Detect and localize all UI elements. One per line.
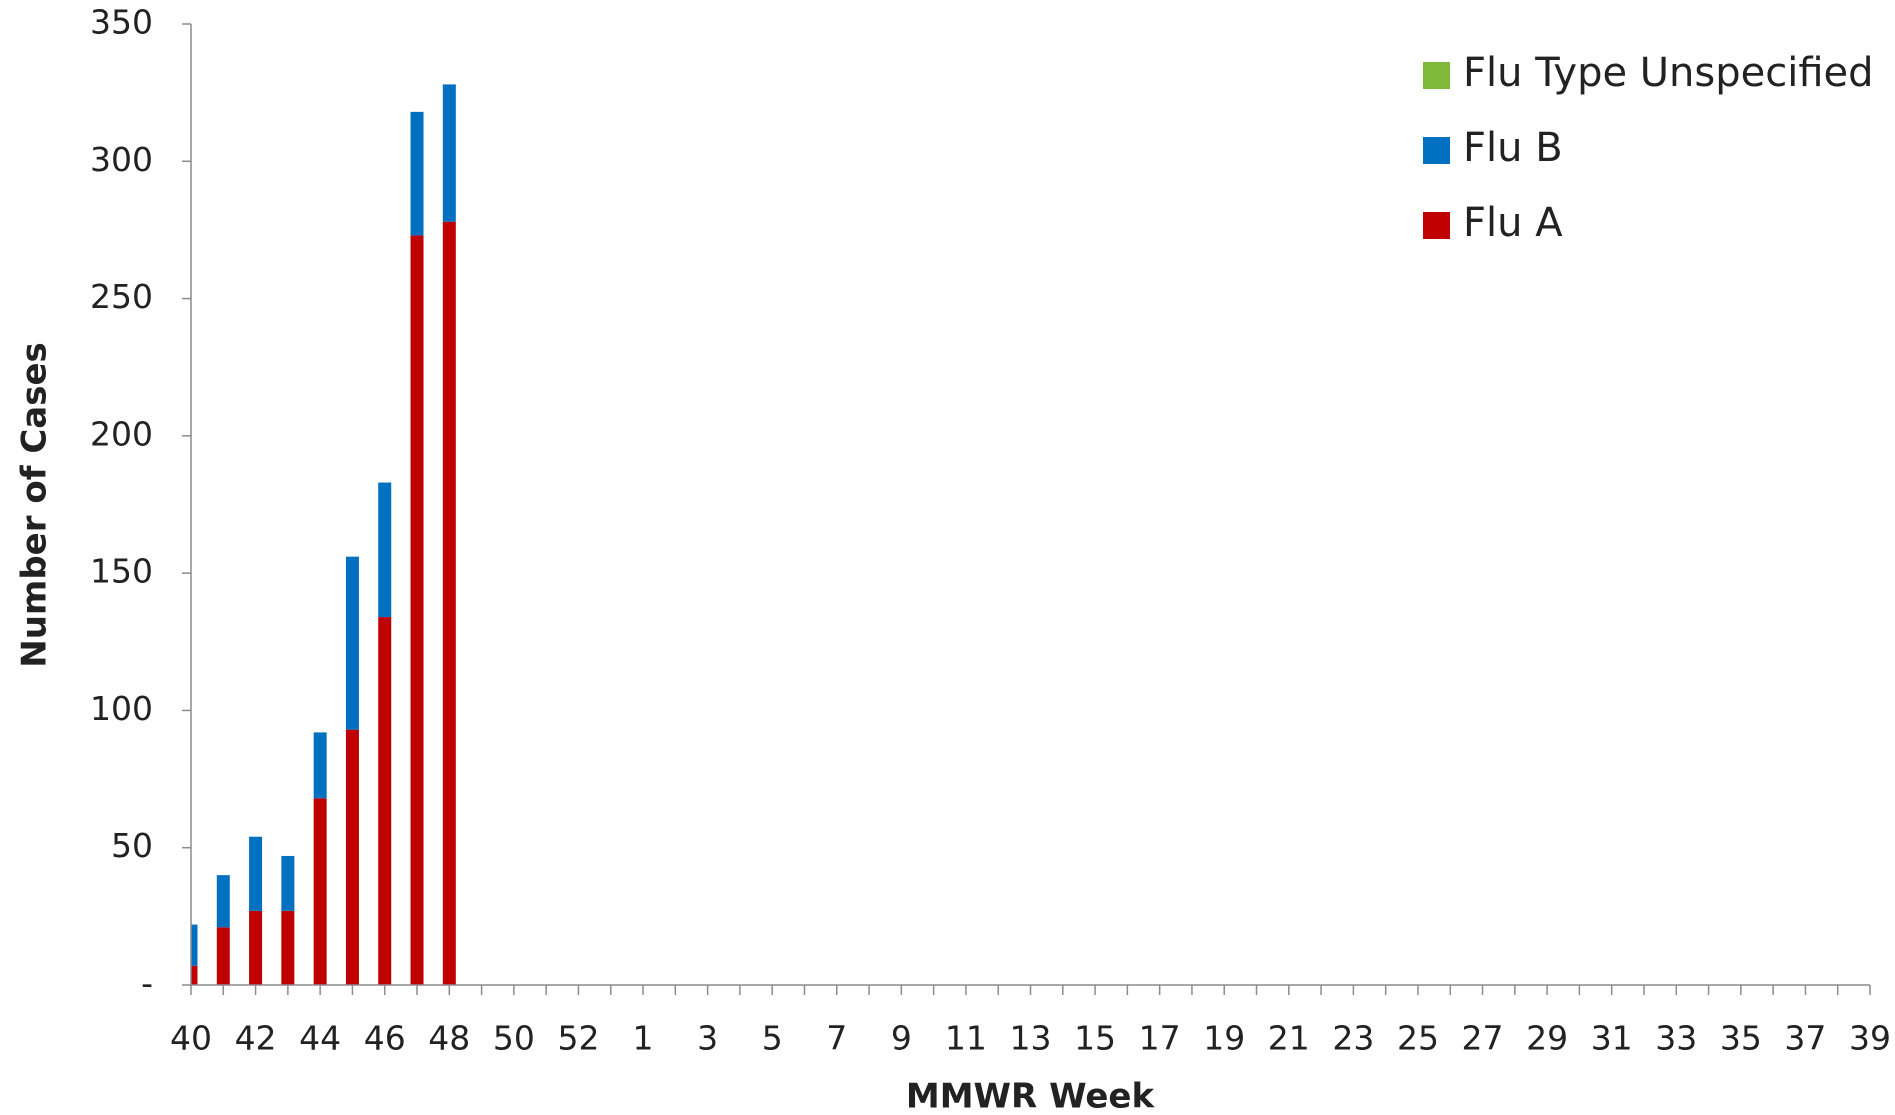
y-tick-label: 100 — [90, 689, 153, 728]
x-tick-label: 1 — [633, 1019, 654, 1058]
bar-segment — [442, 84, 456, 222]
x-tick-label: 21 — [1268, 1019, 1310, 1058]
bar-segment — [191, 924, 198, 966]
x-tick-label: 50 — [493, 1019, 535, 1058]
x-tick-label: 29 — [1526, 1019, 1568, 1058]
y-axis-title: Number of Cases — [15, 342, 55, 668]
x-tick-label: 40 — [170, 1019, 212, 1058]
x-tick-label: 39 — [1849, 1019, 1891, 1058]
x-tick-label: 52 — [557, 1019, 599, 1058]
bar-segment — [410, 235, 424, 986]
bar-segment — [410, 111, 424, 236]
bar-segment — [313, 732, 327, 799]
bar-segment — [216, 875, 230, 928]
x-tick-label: 5 — [762, 1019, 783, 1058]
legend-swatch — [1423, 137, 1450, 164]
bar-segment — [345, 556, 359, 730]
x-tick-label: 15 — [1074, 1019, 1116, 1058]
bar-segment — [345, 729, 359, 985]
legend-swatch — [1423, 212, 1450, 239]
y-tick-label: 350 — [90, 3, 153, 42]
x-tick-label: 48 — [428, 1019, 470, 1058]
x-tick-label: 9 — [891, 1019, 912, 1058]
bar-segment — [216, 927, 230, 985]
legend-swatch — [1423, 62, 1450, 89]
x-tick-label: 27 — [1462, 1019, 1504, 1058]
y-tick-label: 250 — [90, 277, 153, 316]
x-tick-label: 11 — [945, 1019, 987, 1058]
bar-segment — [191, 965, 198, 985]
x-tick-label: 35 — [1720, 1019, 1762, 1058]
x-tick-label: 3 — [697, 1019, 718, 1058]
x-tick-label: 7 — [826, 1019, 847, 1058]
bars — [191, 84, 456, 986]
x-tick-label: 23 — [1332, 1019, 1374, 1058]
legend-label: Flu A — [1463, 200, 1563, 246]
x-tick-label: 13 — [1010, 1019, 1052, 1058]
x-tick-label: 33 — [1655, 1019, 1697, 1058]
y-tick-label: - — [141, 964, 153, 1003]
y-tick-label: 200 — [90, 414, 153, 453]
x-tick-label: 17 — [1139, 1019, 1181, 1058]
x-tick-label: 46 — [364, 1019, 406, 1058]
x-tick-label: 37 — [1784, 1019, 1826, 1058]
bar-segment — [378, 617, 392, 985]
x-axis-title: MMWR Week — [906, 1077, 1156, 1115]
y-tick-label: 50 — [111, 826, 153, 865]
y-tick-label: 150 — [90, 552, 153, 591]
bar-segment — [249, 910, 263, 985]
x-tick-label: 31 — [1591, 1019, 1633, 1058]
bar-segment — [281, 910, 295, 985]
x-tick-label: 25 — [1397, 1019, 1439, 1058]
legend-label: Flu B — [1463, 125, 1563, 171]
x-tick-label: 44 — [299, 1019, 341, 1058]
legend-label: Flu Type Unspecified — [1463, 50, 1874, 96]
bar-segment — [442, 221, 456, 986]
x-tick-label: 42 — [235, 1019, 277, 1058]
y-tick-label: 300 — [90, 140, 153, 179]
bar-segment — [281, 855, 295, 911]
x-tick-label: 19 — [1203, 1019, 1245, 1058]
bar-segment — [249, 836, 263, 911]
bar-segment — [313, 798, 327, 985]
bar-segment — [378, 482, 392, 618]
